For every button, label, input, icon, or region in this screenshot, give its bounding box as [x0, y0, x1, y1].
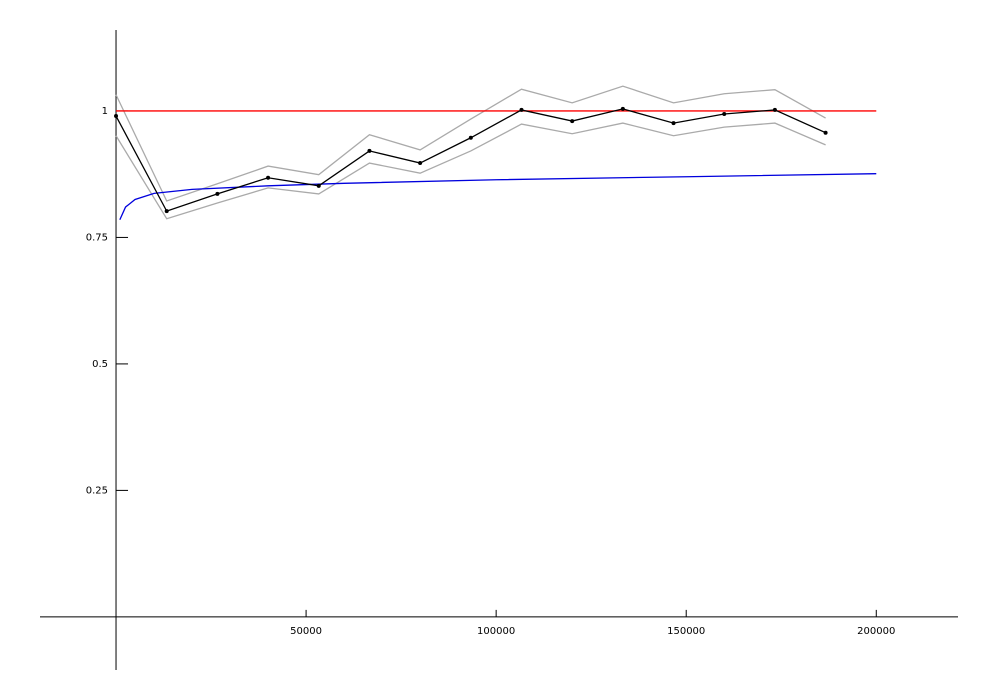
series-line — [119, 173, 877, 220]
point — [266, 175, 271, 180]
point — [620, 106, 625, 111]
x-tick-label: 100000 — [477, 626, 515, 637]
x-tick-label: 50000 — [290, 626, 322, 637]
point — [215, 191, 220, 196]
point — [114, 114, 119, 119]
point — [316, 183, 321, 188]
y-tick-label: 1 — [102, 106, 108, 117]
y-tick-label: 0.75 — [86, 232, 108, 243]
point — [164, 209, 169, 214]
y-tick-label: 0.5 — [92, 359, 108, 370]
point — [418, 161, 423, 166]
x-tick-label: 150000 — [667, 626, 705, 637]
series-line — [115, 122, 826, 220]
series-line — [115, 108, 826, 212]
y-tick-label: 0.25 — [86, 485, 108, 496]
point — [671, 121, 676, 126]
point — [519, 107, 524, 112]
point — [367, 148, 372, 153]
point — [722, 111, 727, 116]
point — [823, 130, 828, 135]
point — [468, 135, 473, 140]
point — [570, 119, 575, 124]
x-tick-label: 200000 — [857, 626, 895, 637]
series-line — [115, 85, 826, 202]
point — [772, 107, 777, 112]
